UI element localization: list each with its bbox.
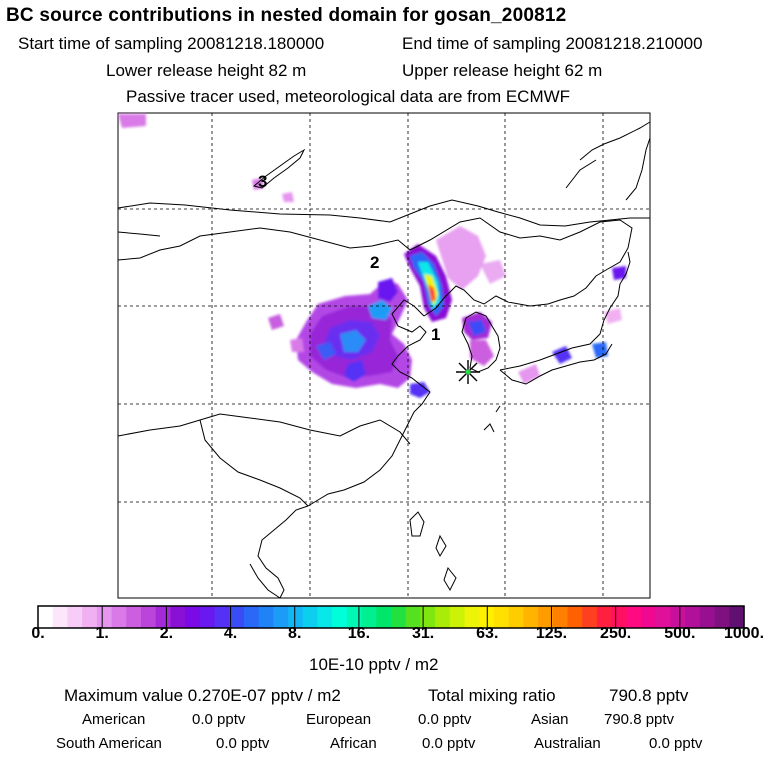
footprint-plume (118, 114, 626, 398)
colorbar-cell (582, 606, 598, 628)
colorbar-cell (111, 606, 127, 628)
colorbar-cell (464, 606, 480, 628)
colorbar-cell (567, 606, 583, 628)
colorbar-cell (346, 606, 363, 628)
colorbar-cell (405, 606, 422, 628)
colorbar-cell (214, 606, 230, 628)
maximum-value: Maximum value 0.270E-07 pptv / m2 (64, 686, 341, 705)
colorbar-cell (199, 606, 216, 628)
colorbar-cell (96, 606, 113, 628)
colorbar-cell (714, 606, 730, 628)
map-label-1: 1 (431, 325, 440, 344)
colorbar-tick-label: 16. (347, 625, 371, 642)
region-name: European (306, 711, 372, 728)
receptor-star-icon (456, 360, 480, 384)
colorbar-unit: 10E-10 pptv / m2 (309, 655, 439, 674)
coastlines (117, 121, 651, 599)
colorbar-cell (596, 606, 613, 628)
colorbar-cell (449, 606, 466, 628)
colorbar-cell (243, 606, 260, 628)
colorbar-tick-label: 250. (600, 625, 632, 642)
colorbar-cell (185, 606, 201, 628)
colorbar-cell (435, 606, 451, 628)
colorbar-cell (626, 606, 642, 628)
colorbar-cell (493, 606, 510, 628)
region-value: 0.0 pptv (418, 711, 472, 728)
colorbar-cell (126, 606, 142, 628)
colorbar-cell (170, 606, 186, 628)
colorbar-tick-label: 8. (288, 625, 302, 642)
colorbar-cell (155, 606, 171, 628)
colorbar-cell (317, 606, 333, 628)
region-name: African (330, 735, 377, 752)
start-sampling-time: Start time of sampling 20081218.180000 (18, 34, 325, 53)
lower-release-height: Lower release height 82 m (106, 61, 307, 80)
colorbar-tick-label: 63. (476, 625, 499, 642)
colorbar-tick-label: 0. (31, 625, 45, 642)
colorbar-tick-label: 31. (411, 625, 435, 642)
colorbar-tick-label: 4. (223, 625, 238, 642)
colorbar-cell (258, 606, 274, 628)
lat-lon-grid (118, 113, 650, 598)
region-name: South American (56, 735, 162, 752)
region-value: 0.0 pptv (216, 735, 270, 752)
colorbar-cell (391, 606, 407, 628)
region-value: 790.8 pptv (604, 711, 675, 728)
end-sampling-time: End time of sampling 20081218.210000 (402, 34, 703, 53)
colorbar-cell (641, 606, 657, 628)
colorbar-cell (655, 606, 672, 628)
colorbar-cell (82, 606, 98, 628)
region-name: Australian (534, 735, 601, 752)
region-value: 0.0 pptv (192, 711, 246, 728)
colorbar-cell (670, 606, 686, 628)
colorbar-cell (376, 606, 392, 628)
region-name: Asian (531, 711, 569, 728)
colorbar-tick-label: 1000. (723, 625, 765, 642)
colorbar-tick-label: 2. (159, 625, 174, 642)
colorbar-cell (420, 606, 436, 628)
colorbar-cell (332, 606, 348, 628)
colorbar-cell (729, 606, 745, 628)
colorbar-cell (288, 606, 304, 628)
colorbar-cell (38, 606, 54, 628)
region-value: 0.0 pptv (422, 735, 476, 752)
colorbar-cell (229, 606, 245, 628)
map-label-3: 3 (258, 172, 267, 191)
colorbar-cell (273, 606, 289, 628)
chart-title: BC source contributions in nested domain… (6, 5, 567, 26)
upper-release-height: Upper release height 62 m (402, 61, 603, 80)
colorbar-cell (140, 606, 157, 628)
colorbar-cell (523, 606, 539, 628)
colorbar-tick-label: 1. (95, 625, 109, 642)
tracer-note: Passive tracer used, meteorological data… (126, 87, 571, 106)
colorbar-tick-label: 500. (664, 625, 696, 642)
total-mixing-value: 790.8 pptv (609, 686, 689, 705)
colorbar-cell (302, 606, 319, 628)
colorbar-cell (685, 606, 701, 628)
total-mixing-label: Total mixing ratio (428, 686, 556, 705)
colorbar-tick-label: 125. (535, 625, 568, 642)
colorbar-cell (67, 606, 83, 628)
colorbar-cell (361, 606, 377, 628)
colorbar-cell (552, 606, 569, 628)
map-label-2: 2 (370, 253, 379, 272)
colorbar-cell (508, 606, 524, 628)
colorbar-cell (699, 606, 716, 628)
colorbar-cell (52, 606, 69, 628)
colorbar-cell (538, 606, 554, 628)
region-value: 0.0 pptv (649, 735, 703, 752)
region-name: American (82, 711, 146, 728)
